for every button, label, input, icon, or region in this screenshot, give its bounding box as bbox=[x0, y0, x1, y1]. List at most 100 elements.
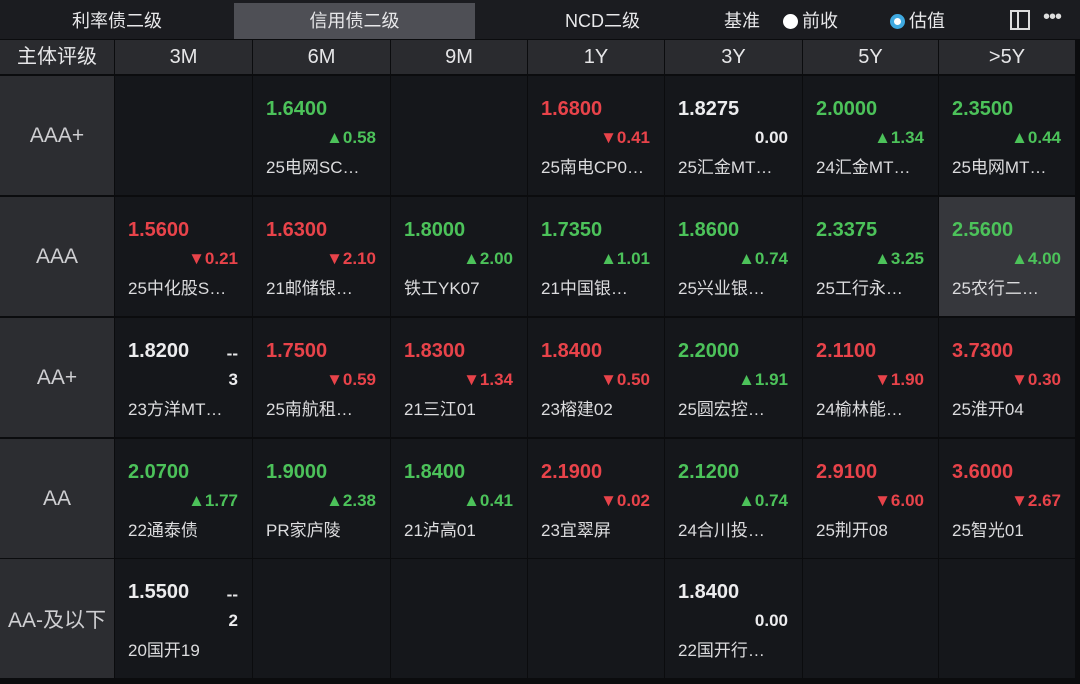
bond-cell[interactable]: 2.3375 ▲3.25 25工行永… bbox=[803, 197, 938, 316]
radio-icon bbox=[783, 14, 798, 29]
bond-cell[interactable]: 1.8200 -- 3 23方洋MT… bbox=[115, 318, 252, 437]
bond-cell[interactable]: 1.8400 ▼0.50 23榕建02 bbox=[528, 318, 664, 437]
change-bp: ▲0.74 bbox=[738, 249, 788, 268]
bond-name: 25智光01 bbox=[952, 521, 1024, 540]
rating-label: AA+ bbox=[0, 318, 114, 437]
bond-name: 25汇金MT… bbox=[678, 158, 773, 177]
bond-cell[interactable]: 2.2000 ▲1.91 25圆宏控… bbox=[665, 318, 802, 437]
yield-value: 1.8300 bbox=[404, 340, 466, 362]
yield-value: 1.9000 bbox=[266, 461, 328, 483]
yield-value: 1.8600 bbox=[678, 219, 740, 241]
bond-name: PR家庐陵 bbox=[266, 521, 341, 540]
bond-cell[interactable]: 2.9100 ▼6.00 25荆开08 bbox=[803, 439, 938, 558]
layout-icon[interactable] bbox=[1010, 10, 1030, 30]
change-bp: 0.00 bbox=[754, 611, 788, 630]
bond-cell[interactable]: 2.1200 ▲0.74 24合川投… bbox=[665, 439, 802, 558]
change-bp: ▲3.25 bbox=[874, 249, 924, 268]
bond-name: 21泸高01 bbox=[404, 521, 476, 540]
bond-cell[interactable]: 2.0700 ▲1.77 22通泰债 bbox=[115, 439, 252, 558]
header-term[interactable]: 9M bbox=[391, 40, 527, 74]
radio-label: 前收 bbox=[802, 11, 838, 31]
bond-cell[interactable]: 1.8600 ▲0.74 25兴业银… bbox=[665, 197, 802, 316]
bond-name: 24合川投… bbox=[678, 521, 765, 540]
change-bp: ▼0.59 bbox=[326, 370, 376, 389]
yield-value: 2.0000 bbox=[816, 98, 878, 120]
header-term[interactable]: 1Y bbox=[528, 40, 664, 74]
change-bp: ▼0.21 bbox=[188, 249, 238, 268]
header-term[interactable]: 5Y bbox=[803, 40, 938, 74]
bond-name: 25电网MT… bbox=[952, 158, 1047, 177]
bond-cell[interactable]: 1.9000 ▲2.38 PR家庐陵 bbox=[253, 439, 390, 558]
change-bp: ▼2.67 bbox=[1011, 491, 1061, 510]
yield-value: 1.6400 bbox=[266, 98, 328, 120]
bond-cell[interactable]: 2.1900 ▼0.02 23宜翠屏 bbox=[528, 439, 664, 558]
change-bp: ▼6.00 bbox=[874, 491, 924, 510]
yield-value: 3.7300 bbox=[952, 340, 1014, 362]
yield-value: 1.8200 bbox=[128, 340, 190, 362]
bond-cell[interactable]: 1.8275 0.00 25汇金MT… bbox=[665, 76, 802, 195]
bond-cell[interactable]: 1.5600 ▼0.21 25中化股S… bbox=[115, 197, 252, 316]
bond-name: 23榕建02 bbox=[541, 400, 613, 419]
bond-name: 23宜翠屏 bbox=[541, 521, 611, 540]
change-bp: 3 bbox=[228, 370, 238, 389]
yield-value: 1.8275 bbox=[678, 98, 740, 120]
yield-value: 3.6000 bbox=[952, 461, 1014, 483]
change-bp: ▼0.30 bbox=[1011, 370, 1061, 389]
tab-rate-bonds[interactable]: 利率债二级 bbox=[72, 11, 162, 31]
bond-name: 25兴业银… bbox=[678, 279, 765, 298]
tab-ncd[interactable]: NCD二级 bbox=[565, 11, 640, 31]
change-bp: ▲0.74 bbox=[738, 491, 788, 510]
radio-prev-close[interactable]: 前收 bbox=[783, 3, 838, 39]
change-bp: ▲1.34 bbox=[874, 128, 924, 147]
yield-value: 1.5600 bbox=[128, 219, 190, 241]
header-rating: 主体评级 bbox=[0, 40, 114, 74]
bond-cell[interactable]: 2.3500 ▲0.44 25电网MT… bbox=[939, 76, 1075, 195]
header-term[interactable]: 6M bbox=[253, 40, 390, 74]
bond-name: 21中国银… bbox=[541, 279, 628, 298]
bond-cell[interactable]: 2.1100 ▼1.90 24榆林能… bbox=[803, 318, 938, 437]
rating-label: AA bbox=[0, 439, 114, 558]
more-icon[interactable]: ••• bbox=[1043, 6, 1062, 28]
yield-value: 1.7500 bbox=[266, 340, 328, 362]
bond-cell[interactable]: 3.7300 ▼0.30 25淮开04 bbox=[939, 318, 1075, 437]
tab-credit-bonds[interactable]: 信用债二级 bbox=[234, 3, 475, 39]
bond-cell[interactable]: 2.0000 ▲1.34 24汇金MT… bbox=[803, 76, 938, 195]
change-bp: ▼2.10 bbox=[326, 249, 376, 268]
bond-name: 25农行二… bbox=[952, 279, 1039, 298]
bond-name: 25圆宏控… bbox=[678, 400, 765, 419]
bond-cell[interactable]: 1.8300 ▼1.34 21三江01 bbox=[391, 318, 527, 437]
bond-cell[interactable]: 1.7350 ▲1.01 21中国银… bbox=[528, 197, 664, 316]
header-term[interactable]: 3M bbox=[115, 40, 252, 74]
bond-cell[interactable]: 1.7500 ▼0.59 25南航租… bbox=[253, 318, 390, 437]
change-bp: ▲2.38 bbox=[326, 491, 376, 510]
bond-cell[interactable]: 1.8400 ▲0.41 21泸高01 bbox=[391, 439, 527, 558]
bond-cell[interactable]: 2.5600 ▲4.00 25农行二… bbox=[939, 197, 1075, 316]
yield-value: 1.8400 bbox=[541, 340, 603, 362]
bond-name: 25荆开08 bbox=[816, 521, 888, 540]
change-bp: ▼0.41 bbox=[600, 128, 650, 147]
header-term[interactable]: 3Y bbox=[665, 40, 802, 74]
change-top: -- bbox=[226, 585, 238, 604]
bond-cell[interactable]: 3.6000 ▼2.67 25智光01 bbox=[939, 439, 1075, 558]
radio-valuation[interactable]: 估值 bbox=[890, 3, 945, 39]
header-term[interactable]: >5Y bbox=[939, 40, 1075, 74]
bond-name: 25中化股S… bbox=[128, 279, 227, 298]
yield-value: 1.8400 bbox=[678, 581, 740, 603]
rating-label: AA-及以下 bbox=[0, 559, 114, 678]
yield-value: 2.2000 bbox=[678, 340, 740, 362]
bond-cell[interactable]: 1.8400 0.00 22国开行… bbox=[665, 559, 802, 678]
bond-cell[interactable]: 1.6400 ▲0.58 25电网SC… bbox=[253, 76, 390, 195]
bond-name: 21三江01 bbox=[404, 400, 476, 419]
bond-cell[interactable]: 1.6800 ▼0.41 25南电CP0… bbox=[528, 76, 664, 195]
yield-value: 2.1100 bbox=[816, 340, 877, 362]
change-bp: ▼0.02 bbox=[600, 491, 650, 510]
empty-cell bbox=[115, 76, 252, 195]
bond-cell[interactable]: 1.5500 -- 2 20国开19 bbox=[115, 559, 252, 678]
bond-cell[interactable]: 1.6300 ▼2.10 21邮储银… bbox=[253, 197, 390, 316]
change-bp: ▲1.91 bbox=[738, 370, 788, 389]
top-bar: 利率债二级 信用债二级 NCD二级 基准 前收 估值 ••• bbox=[0, 0, 1080, 39]
bond-name: 25南电CP0… bbox=[541, 158, 644, 177]
bond-cell[interactable]: 1.8000 ▲2.00 铁工YK07 bbox=[391, 197, 527, 316]
yield-value: 1.6800 bbox=[541, 98, 603, 120]
bond-name: 25南航租… bbox=[266, 400, 353, 419]
